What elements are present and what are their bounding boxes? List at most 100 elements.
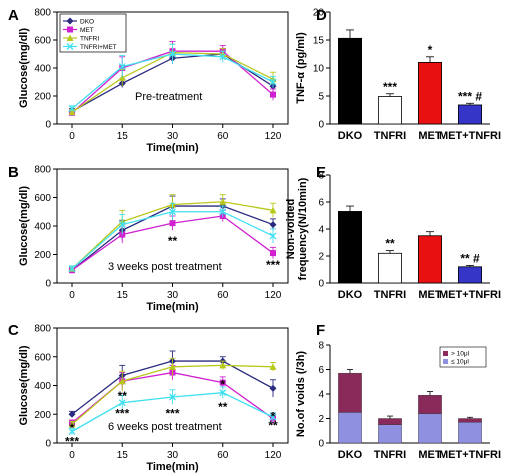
- bar-segment-large: [418, 395, 442, 414]
- y-tick-label: 600: [34, 193, 51, 204]
- y-tick-label: 0: [45, 439, 51, 450]
- x-tick-label: 120: [265, 290, 282, 301]
- series-tnfri: [68, 357, 277, 428]
- category-label: MET: [418, 289, 442, 301]
- legend-box: [439, 346, 487, 368]
- data-point: [219, 379, 226, 386]
- x-tick-label: 60: [217, 131, 229, 142]
- data-point: [219, 361, 227, 369]
- legend-marker: [66, 17, 74, 25]
- data-point: [269, 363, 277, 370]
- category-label: TNFRI: [374, 130, 406, 142]
- x-tick-label: 0: [69, 450, 75, 461]
- series-tnfri-met: [68, 43, 277, 113]
- data-point: [269, 232, 277, 240]
- bar: [457, 266, 482, 284]
- y-tick-label: 200: [34, 410, 51, 421]
- x-tick-label: 15: [117, 290, 129, 301]
- y-tick-label: 800: [34, 8, 51, 19]
- category-label: MET+TNFRI: [439, 130, 501, 142]
- data-point: [269, 413, 277, 421]
- data-point: [68, 265, 76, 273]
- y-tick-label: 400: [34, 381, 51, 392]
- data-point: [169, 50, 176, 58]
- legend-marker: [67, 26, 73, 33]
- data-point: [269, 206, 277, 214]
- category-label: DKO: [338, 130, 363, 142]
- bar: [377, 252, 402, 284]
- y-tick-label: 5: [318, 92, 324, 103]
- y-tick-label: 0: [318, 120, 324, 131]
- significance-label: **: [268, 419, 278, 433]
- data-point: [219, 53, 227, 61]
- x-tick-label: 30: [167, 131, 179, 142]
- line-panel-b: B 0 200 400 600 800 0 15 30 60 120 Time(min) Glucose…: [8, 164, 289, 313]
- y-tick-label: 4: [318, 390, 324, 401]
- data-point: [118, 377, 126, 385]
- y-tick-label: 200: [34, 250, 51, 261]
- panel-letter: C: [8, 322, 19, 339]
- line-panel-a: A 0 200 400 600 800 0 15 30 60 120 Time(min) Glucose…: [8, 7, 289, 154]
- y-tick-label: 800: [34, 324, 51, 335]
- y-axis-title: Glucose(mg/dl): [18, 28, 30, 108]
- line-panel-c: C 0 200 400 600 800 0 15 30 60 120 Time(min) Glucose…: [8, 322, 289, 473]
- data-point: [219, 389, 227, 397]
- x-axis-title: Time(min): [146, 301, 199, 313]
- y-tick-label: 2: [318, 252, 324, 263]
- x-axis-title: Time(min): [146, 461, 199, 473]
- significance-label: *** #: [458, 89, 482, 103]
- legend-marker: [66, 43, 74, 50]
- data-point: [68, 108, 76, 116]
- x-tick-label: 120: [265, 131, 282, 142]
- significance-label: *: [271, 409, 276, 423]
- y-tick-label: 2: [318, 414, 324, 425]
- y-axis-title-line2: frequency(N/10min): [297, 177, 309, 280]
- category-label: MET+TNFRI: [439, 449, 501, 461]
- panel-letter: A: [8, 7, 19, 24]
- significance-label: ***: [165, 406, 179, 420]
- y-tick-label: 0: [318, 279, 324, 290]
- x-tick-label: 15: [117, 131, 129, 142]
- data-point: [270, 91, 276, 98]
- data-point: [219, 198, 227, 205]
- data-point: [68, 410, 76, 418]
- y-tick-label: 200: [34, 92, 51, 103]
- y-tick-label: 20: [313, 8, 325, 19]
- data-point: [68, 428, 76, 435]
- data-point: [269, 221, 277, 229]
- y-axis-title: Glucose(mg/dl): [18, 186, 30, 266]
- y-tick-label: 15: [313, 36, 325, 47]
- y-tick-label: 4: [318, 225, 324, 236]
- legend-label: ≤ 10μl: [451, 359, 469, 366]
- y-tick-label: 0: [45, 120, 51, 131]
- legend-label: DKO: [80, 19, 94, 26]
- y-axis-title-line1: Non-voided: [285, 199, 297, 260]
- bar: [417, 235, 442, 284]
- significance-label: **: [168, 234, 178, 248]
- panel-letter: E: [316, 164, 326, 181]
- y-tick-label: 400: [34, 222, 51, 233]
- legend-label: > 10μl: [451, 351, 470, 358]
- category-label: TNFRI: [374, 449, 406, 461]
- panel-letter: B: [8, 164, 19, 181]
- y-axis-title: Glucose(mg/dl): [18, 345, 30, 425]
- data-point: [68, 420, 76, 428]
- y-tick-label: 600: [34, 36, 51, 47]
- legend-swatch: [443, 359, 448, 364]
- y-axis-title: TNF-α (pg/ml): [295, 32, 307, 104]
- significance-label: ** #: [460, 251, 480, 265]
- category-label: MET+TNFRI: [439, 289, 501, 301]
- x-tick-label: 30: [167, 450, 179, 461]
- x-tick-label: 0: [69, 290, 75, 301]
- significance-label: *: [70, 421, 75, 435]
- bar: [337, 37, 362, 125]
- y-tick-label: 6: [318, 198, 324, 209]
- panel-letter: F: [316, 322, 325, 339]
- panel-annotation: Pre-treatment: [135, 91, 202, 103]
- data-point: [169, 220, 176, 227]
- bar: [417, 62, 442, 125]
- bar-segment-small: [378, 424, 402, 444]
